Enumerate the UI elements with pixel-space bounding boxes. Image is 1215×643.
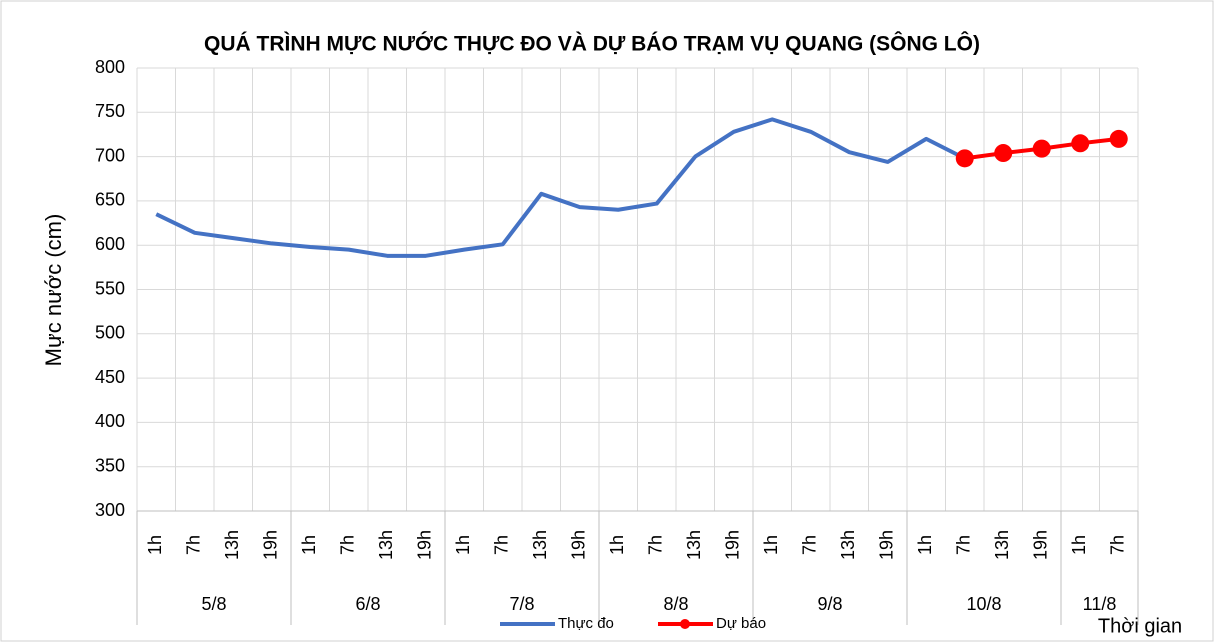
y-tick-label: 700 <box>95 145 125 165</box>
legend-marker <box>680 619 690 629</box>
y-tick-label: 300 <box>95 500 125 520</box>
x-tick-label: 7h <box>646 535 666 555</box>
x-tick-label: 13h <box>222 530 242 560</box>
legend-label: Dự báo <box>716 615 766 632</box>
x-tick-label: 7h <box>338 535 358 555</box>
y-tick-label: 450 <box>95 367 125 387</box>
group-label: 7/8 <box>509 594 534 614</box>
x-tick-label: 13h <box>992 530 1012 560</box>
group-label: 5/8 <box>201 594 226 614</box>
marker <box>1032 139 1051 158</box>
x-tick-label: 7h <box>800 535 820 555</box>
x-tick-label: 1h <box>453 535 473 555</box>
x-axis-label: Thời gian <box>1098 615 1182 637</box>
y-tick-label: 550 <box>95 278 125 298</box>
group-label: 6/8 <box>355 594 380 614</box>
y-tick-label: 650 <box>95 190 125 210</box>
series-line <box>155 117 966 258</box>
marker <box>1109 129 1128 148</box>
x-tick-label: 19h <box>877 530 897 560</box>
x-tick-label: 7h <box>1108 535 1128 555</box>
x-tick-label: 13h <box>376 530 396 560</box>
x-tick-label: 1h <box>607 535 627 555</box>
group-label: 9/8 <box>817 594 842 614</box>
marker <box>955 149 974 168</box>
y-tick-label: 800 <box>95 57 125 77</box>
x-tick-label: 19h <box>415 530 435 560</box>
group-label: 10/8 <box>966 594 1001 614</box>
x-tick-label: 1h <box>915 535 935 555</box>
x-tick-label: 7h <box>492 535 512 555</box>
y-tick-label: 350 <box>95 455 125 475</box>
x-tick-label: 1h <box>761 535 781 555</box>
x-tick-label: 1h <box>1069 535 1089 555</box>
group-label: 8/8 <box>663 594 688 614</box>
x-tick-label: 13h <box>684 530 704 560</box>
x-tick-label: 1h <box>145 535 165 555</box>
group-label: 11/8 <box>1083 594 1117 614</box>
x-tick-label: 19h <box>723 530 743 560</box>
y-axis-label: Mực nước (cm) <box>41 214 66 367</box>
y-tick-label: 600 <box>95 234 125 254</box>
legend-label: Thực đo <box>558 615 614 632</box>
x-tick-label: 19h <box>261 530 281 560</box>
x-tick-label: 13h <box>838 530 858 560</box>
y-tick-label: 400 <box>95 411 125 431</box>
marker <box>1071 134 1090 153</box>
x-tick-label: 1h <box>299 535 319 555</box>
marker <box>994 144 1013 163</box>
y-tick-label: 750 <box>95 101 125 121</box>
x-tick-label: 13h <box>530 530 550 560</box>
x-tick-label: 7h <box>954 535 974 555</box>
x-tick-label: 7h <box>184 535 204 555</box>
x-tick-label: 19h <box>569 530 589 560</box>
y-tick-label: 500 <box>95 323 125 343</box>
chart-title: QUÁ TRÌNH MỰC NƯỚC THỰC ĐO VÀ DỰ BÁO TRẠ… <box>204 32 980 56</box>
x-tick-label: 19h <box>1031 530 1051 560</box>
